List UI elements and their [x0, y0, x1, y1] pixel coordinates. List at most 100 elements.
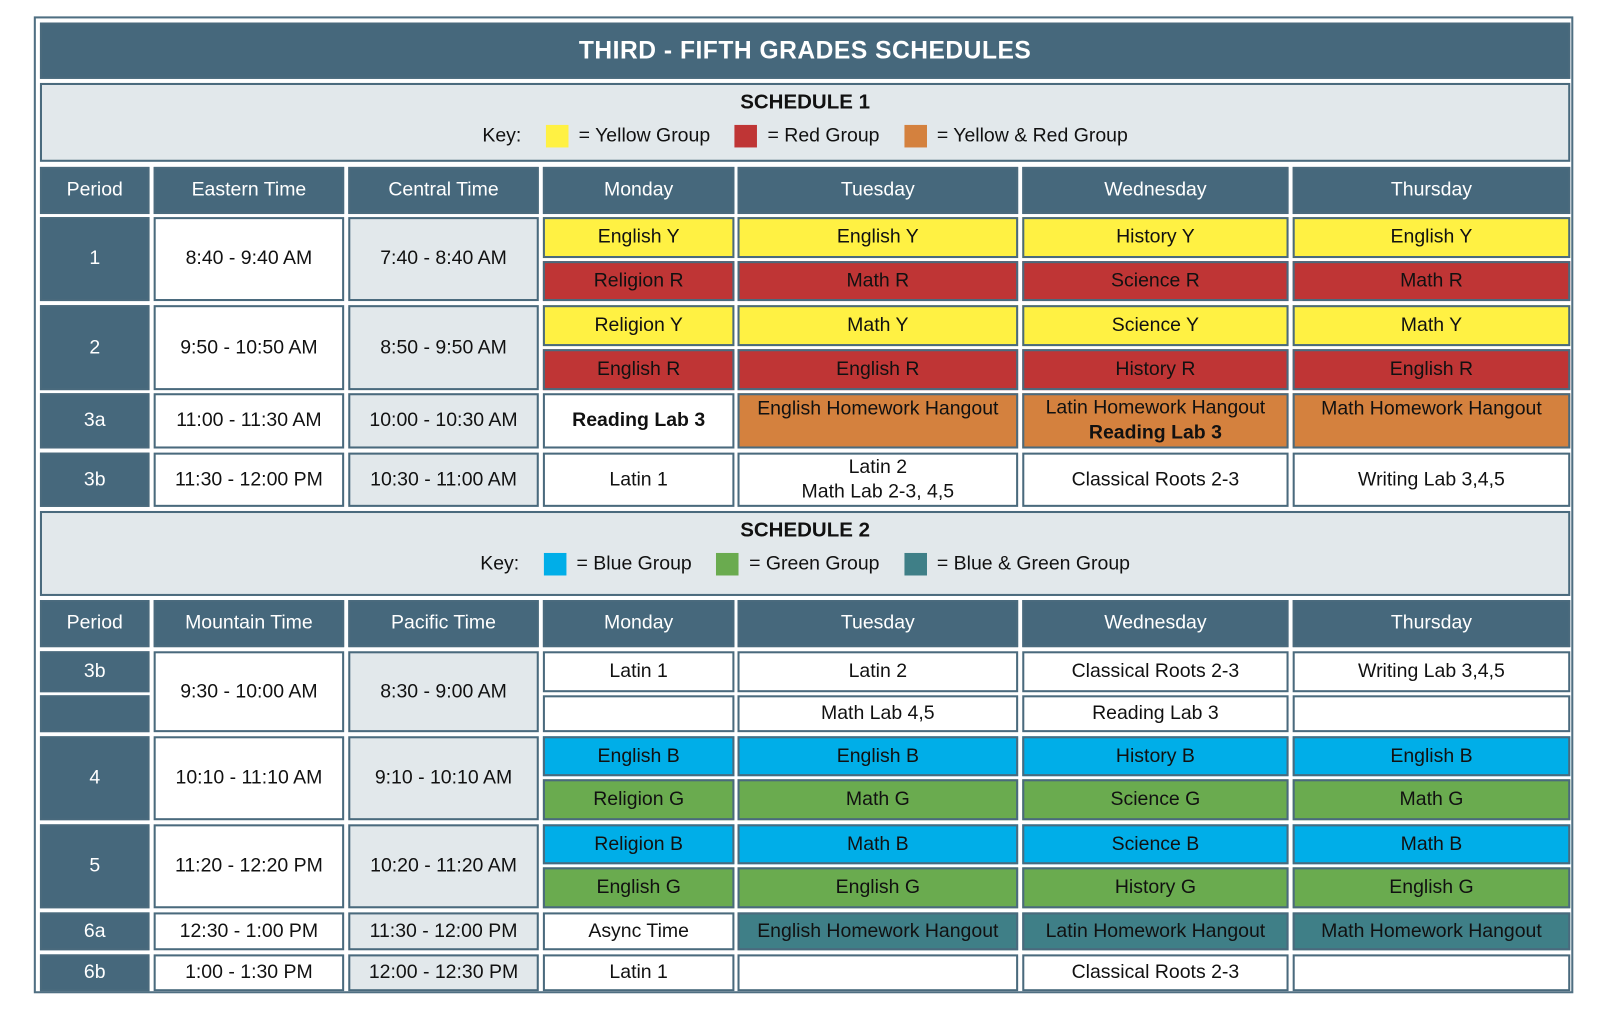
- class-label: English Y: [1390, 226, 1473, 248]
- time-label: 7:40 - 8:40 AM: [380, 247, 507, 270]
- period-cell: 5: [39, 824, 150, 909]
- class-label: Math Y: [1400, 314, 1463, 336]
- class-cell: English G: [737, 867, 1019, 909]
- column-header: Thursday: [1292, 166, 1571, 215]
- period-cell: 2: [39, 305, 150, 391]
- schedule-2-key-panel: SCHEDULE 2 Key: = Blue Group = Green Group =…: [39, 510, 1571, 596]
- class-label: Religion B: [594, 833, 683, 855]
- class-label: Science R: [1111, 269, 1200, 292]
- period-cell: 6b: [39, 954, 150, 992]
- class-label: History Y: [1116, 226, 1195, 248]
- column-header: Pacific Time: [348, 600, 539, 648]
- period-cell: [39, 695, 150, 733]
- time-label: 9:50 - 10:50 AM: [180, 336, 318, 358]
- class-cell: Religion R: [542, 261, 735, 302]
- class-cell: English Homework Hangout: [737, 393, 1019, 449]
- time-label: 12:00 - 12:30 PM: [368, 961, 519, 984]
- class-cell: Classical Roots 2-3: [1022, 452, 1289, 507]
- class-label: Async Time: [588, 920, 689, 942]
- time-label: 8:40 - 9:40 AM: [185, 247, 313, 270]
- class-cell: Science G: [1022, 779, 1289, 821]
- class-label: Latin Homework Hangout: [1045, 397, 1266, 419]
- class-label: Science G: [1110, 788, 1201, 810]
- class-cell: [1292, 695, 1571, 733]
- column-header-label: Pacific Time: [391, 612, 496, 634]
- legend-label: Key:: [482, 124, 522, 147]
- class-label: Latin 1: [609, 468, 668, 490]
- time-cell-1: 12:30 - 1:00 PM: [153, 912, 345, 951]
- legend: Key: = Yellow Group = Red Group = Yellow & …: [482, 124, 1128, 149]
- class-label: English G: [835, 876, 921, 899]
- class-label: Math Y: [847, 314, 909, 336]
- class-label: Classical Roots 2-3: [1071, 468, 1240, 490]
- class-cell: Math Y: [737, 305, 1019, 347]
- class-label: Latin 2: [848, 456, 908, 478]
- class-label: English Homework Hangout: [757, 398, 999, 420]
- column-header: Monday: [542, 166, 735, 215]
- class-cell: Math Lab 4,5: [737, 695, 1019, 733]
- column-header-label: Period: [66, 612, 123, 634]
- period-cell: 3b: [39, 452, 150, 507]
- time-label: 10:30 - 11:00 AM: [370, 468, 517, 490]
- class-label: History B: [1115, 744, 1195, 767]
- column-header: Wednesday: [1022, 600, 1289, 648]
- class-cell: Math R: [737, 261, 1019, 302]
- column-header-label: Period: [66, 179, 123, 201]
- class-cell: Classical Roots 2-3: [1022, 651, 1289, 693]
- class-cell: Science B: [1022, 824, 1289, 865]
- class-label: English R: [596, 358, 681, 380]
- time-cell-1: 11:20 - 12:20 PM: [153, 824, 345, 909]
- time-cell-2: 12:00 - 12:30 PM: [348, 954, 539, 992]
- class-label: English Y: [597, 226, 680, 248]
- time-cell-2: 11:30 - 12:00 PM: [348, 912, 539, 951]
- legend-entry: = Green Group: [749, 552, 880, 575]
- class-cell: Religion G: [542, 779, 735, 821]
- class-cell: History B: [1022, 736, 1289, 777]
- class-cell: Religion Y: [542, 305, 735, 347]
- time-cell-1: 10:10 - 11:10 AM: [153, 736, 345, 821]
- class-cell: Math B: [737, 824, 1019, 865]
- class-cell: Math Homework Hangout: [1292, 393, 1571, 449]
- period-label: 5: [89, 855, 101, 877]
- time-cell-1: 9:50 - 10:50 AM: [153, 305, 345, 391]
- class-label: Math G: [845, 788, 910, 810]
- class-label: Religion Y: [594, 314, 683, 336]
- schedule-title: SCHEDULE 2: [740, 519, 870, 542]
- class-label: Reading Lab 3: [1092, 702, 1219, 724]
- column-header: Tuesday: [737, 600, 1019, 648]
- class-label: English R: [836, 358, 920, 380]
- class-cell: English R: [1292, 349, 1571, 391]
- outer-frame: [33, 16, 1574, 994]
- column-header: Wednesday: [1022, 166, 1289, 215]
- class-cell: English B: [542, 736, 735, 777]
- time-cell-2: 8:30 - 9:00 AM: [348, 651, 539, 733]
- class-label: English G: [1389, 876, 1474, 899]
- class-cell: Math B: [1292, 824, 1571, 865]
- period-label: 6b: [83, 961, 106, 984]
- class-label: History G: [1114, 876, 1196, 899]
- class-label: Math Lab 4,5: [821, 702, 935, 724]
- class-cell: Reading Lab 3: [542, 393, 735, 449]
- class-label: Science Y: [1111, 314, 1200, 336]
- column-header-label: Tuesday: [840, 179, 915, 201]
- legend-entry: = Yellow Group: [578, 124, 711, 147]
- column-header-label: Central Time: [388, 179, 499, 201]
- class-cell: [737, 954, 1019, 992]
- period-label: 3a: [83, 409, 106, 432]
- legend-label: Key:: [480, 552, 520, 575]
- time-cell-2: 8:50 - 9:50 AM: [348, 305, 539, 391]
- time-label: 12:30 - 1:00 PM: [179, 920, 319, 942]
- class-cell: English Y: [737, 217, 1019, 259]
- class-cell: [1292, 954, 1571, 992]
- column-header-label: Thursday: [1390, 612, 1473, 634]
- time-cell-2: 7:40 - 8:40 AM: [348, 217, 539, 302]
- legend-entry: = Blue & Green Group: [936, 552, 1130, 575]
- class-label: Math G: [1399, 788, 1464, 810]
- green-swatch: [716, 552, 739, 576]
- time-cell-2: 9:10 - 10:10 AM: [348, 736, 539, 821]
- time-cell-1: 8:40 - 9:40 AM: [153, 217, 345, 302]
- class-cell: Writing Lab 3,4,5: [1292, 452, 1571, 507]
- time-label: 11:30 - 12:00 PM: [369, 920, 518, 942]
- class-cell: History G: [1022, 867, 1289, 909]
- class-cell: English B: [1292, 736, 1571, 777]
